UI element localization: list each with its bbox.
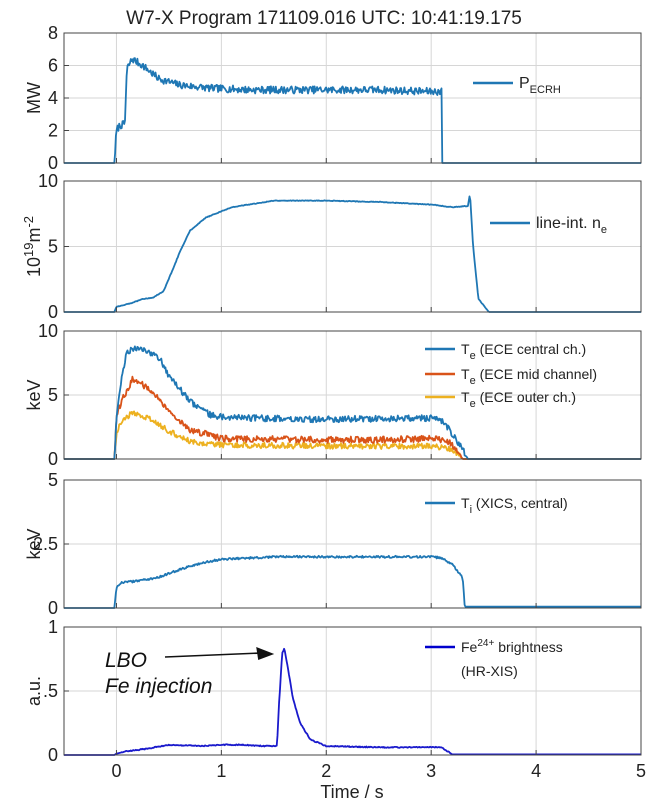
x-tick-label: 1 xyxy=(216,761,226,781)
y-tick-label: .5 xyxy=(43,681,58,701)
series-line xyxy=(63,647,642,756)
legend-entry: Te (ECE outer ch.) xyxy=(461,389,576,410)
x-tick-label: 4 xyxy=(531,761,541,781)
y-axis-label: 1019m-2 xyxy=(21,216,44,277)
y-tick-label: 5 xyxy=(48,385,58,405)
panel-2: 0 5 10 1019m-2 line-int. ne xyxy=(21,171,642,322)
series-line xyxy=(63,195,642,313)
x-tick-label: 5 xyxy=(636,761,646,781)
panel-3: 0 5 10 keV Te (ECE central ch.) Te (ECE mid c… xyxy=(24,321,642,469)
legend-entry: line-int. ne xyxy=(536,215,607,236)
y-tick-label: 2.5 xyxy=(33,534,58,554)
y-axis-label: MW xyxy=(24,82,44,114)
y-tick-label: 0 xyxy=(48,598,58,618)
y-tick-label: 6 xyxy=(48,56,58,76)
y-tick-label: 5 xyxy=(48,237,58,257)
y-axis-label: keV xyxy=(24,528,44,559)
y-tick-label: 8 xyxy=(48,23,58,43)
legend-entry: Te (ECE central ch.) xyxy=(461,341,586,362)
panel-1: 0 2 4 6 8 MW PECRH xyxy=(24,23,642,173)
x-tick-label: 3 xyxy=(426,761,436,781)
y-tick-label: 1 xyxy=(48,617,58,637)
legend-entry: Te (ECE mid channel) xyxy=(461,366,597,387)
series-line xyxy=(63,57,642,164)
y-tick-label: 2 xyxy=(48,121,58,141)
series-line xyxy=(63,554,642,609)
y-axis-label: a.u. xyxy=(24,676,44,706)
x-tick-label: 0 xyxy=(111,761,121,781)
y-tick-label: 0 xyxy=(48,449,58,469)
x-tick-label: 2 xyxy=(321,761,331,781)
panel-4: 0 2.5 5 keV Ti (XICS, central) xyxy=(24,470,642,618)
y-tick-label: 10 xyxy=(38,171,58,191)
legend-entry: PECRH xyxy=(519,75,561,96)
x-axis-label: Time / s xyxy=(320,782,383,802)
legend-entry: (HR-XIS) xyxy=(461,663,518,679)
annotation-arrowhead xyxy=(256,647,275,661)
y-tick-label: 0 xyxy=(48,302,58,322)
y-tick-label: 5 xyxy=(48,470,58,490)
legend-entry: Ti (XICS, central) xyxy=(461,495,568,516)
panel-5: 0 .5 1 0 1 2 3 4 5 a.u. Fe24+ brightness (HR-XIS) LB… xyxy=(24,617,646,781)
y-tick-label: 10 xyxy=(38,321,58,341)
legend-entry: Fe24+ brightness xyxy=(461,638,563,655)
annotation-arrow xyxy=(164,652,261,658)
y-tick-label: 0 xyxy=(48,153,58,173)
y-tick-label: 0 xyxy=(48,745,58,765)
chart-title: W7-X Program 171109.016 UTC: 10:41:19.17… xyxy=(126,8,522,29)
y-axis-label: keV xyxy=(24,379,44,410)
annotation-text: Fe injection xyxy=(105,675,212,698)
annotation-text: LBO xyxy=(105,649,147,672)
y-tick-label: 4 xyxy=(48,88,58,108)
